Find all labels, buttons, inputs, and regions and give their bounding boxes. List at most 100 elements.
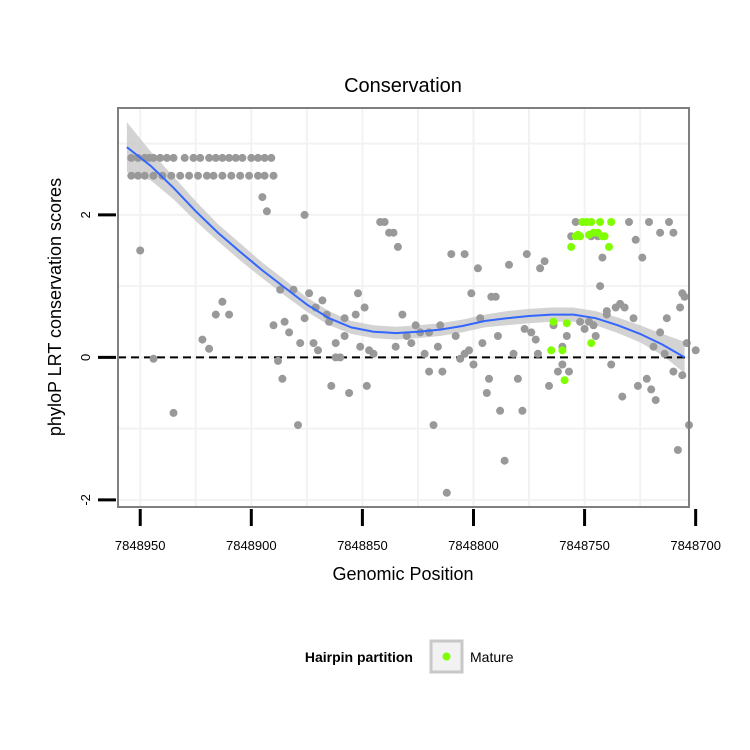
other-point [149, 171, 158, 180]
other-point [340, 314, 349, 323]
other-point [678, 289, 687, 298]
other-point [407, 339, 416, 348]
other-point [274, 356, 282, 365]
other-point [618, 392, 627, 401]
other-point [391, 342, 400, 351]
chart-title: Conservation [344, 75, 462, 97]
other-point [433, 342, 442, 351]
other-point [356, 342, 365, 351]
other-point [205, 344, 214, 353]
other-point [527, 328, 536, 337]
other-point [629, 314, 638, 323]
other-point [460, 250, 469, 259]
other-point [673, 446, 682, 454]
other-point [269, 171, 278, 180]
other-point [360, 303, 369, 312]
other-point [189, 153, 198, 162]
other-point [162, 153, 171, 162]
other-point [691, 346, 700, 355]
other-point [651, 396, 660, 405]
other-point [491, 292, 500, 301]
other-point [620, 303, 629, 312]
plot-panel-border [117, 107, 690, 508]
other-point [447, 250, 456, 259]
other-point [398, 310, 407, 319]
other-point [500, 456, 509, 465]
other-point [638, 253, 647, 262]
other-point [254, 153, 262, 162]
other-point [236, 171, 245, 180]
smooth-curve [126, 146, 686, 359]
other-point [149, 354, 158, 363]
other-point [309, 339, 318, 348]
other-point [294, 421, 302, 430]
other-point [134, 171, 142, 180]
x-tick-label: 7848950 [115, 538, 166, 553]
other-point [411, 321, 420, 330]
other-point [149, 153, 158, 162]
other-point [345, 389, 354, 397]
y-tick-label: 0 [78, 354, 93, 361]
confidence-band [126, 122, 685, 373]
other-point [656, 328, 665, 337]
other-point [218, 153, 227, 162]
other-point [140, 171, 149, 180]
other-point [669, 367, 678, 376]
other-point [631, 235, 640, 244]
other-point [473, 264, 482, 273]
other-point [169, 408, 178, 417]
other-point [591, 332, 600, 340]
other-point [314, 346, 322, 355]
other-point [305, 289, 314, 298]
legend: Hairpin partition Mature [305, 639, 514, 674]
other-point [209, 171, 218, 180]
other-point [176, 171, 185, 180]
other-point [331, 339, 340, 348]
other-point [362, 381, 371, 390]
other-point [533, 349, 542, 358]
mature-point [605, 242, 613, 251]
mature-point [600, 232, 609, 241]
x-tick-label: 7848800 [448, 538, 499, 553]
other-point [496, 406, 505, 415]
other-point [318, 296, 327, 305]
other-point [218, 297, 227, 306]
y-axis-title: phyloP LRT conservation scores [45, 178, 65, 436]
other-point [231, 153, 240, 162]
other-point [647, 385, 656, 394]
other-point [540, 257, 549, 266]
other-point [645, 218, 653, 226]
other-point [485, 374, 493, 383]
other-point [442, 488, 451, 497]
other-point [127, 171, 136, 180]
other-point [598, 253, 607, 262]
other-point [262, 207, 271, 216]
other-point [225, 310, 234, 319]
y-axis: -2 0 2 [78, 211, 116, 506]
other-point [247, 153, 256, 162]
other-point [633, 381, 642, 390]
other-point [553, 367, 562, 376]
other-point [276, 285, 285, 294]
other-point [211, 153, 220, 162]
mature-point [560, 376, 569, 385]
other-point [198, 335, 207, 344]
other-point [185, 171, 194, 180]
other-point [278, 374, 287, 383]
other-point [167, 171, 176, 180]
smooth-line [126, 146, 686, 359]
other-point [156, 153, 165, 162]
other-point [258, 193, 267, 202]
other-point [380, 218, 389, 226]
other-point [509, 349, 518, 358]
x-tick-label: 7848850 [337, 538, 388, 553]
mature-point [549, 317, 558, 326]
other-point [545, 381, 553, 390]
other-point [429, 421, 438, 430]
other-point [520, 324, 529, 333]
other-point [340, 332, 349, 340]
other-point [205, 153, 214, 162]
other-point [476, 314, 485, 323]
legend-title: Hairpin partition [305, 649, 413, 665]
other-point [478, 339, 487, 348]
